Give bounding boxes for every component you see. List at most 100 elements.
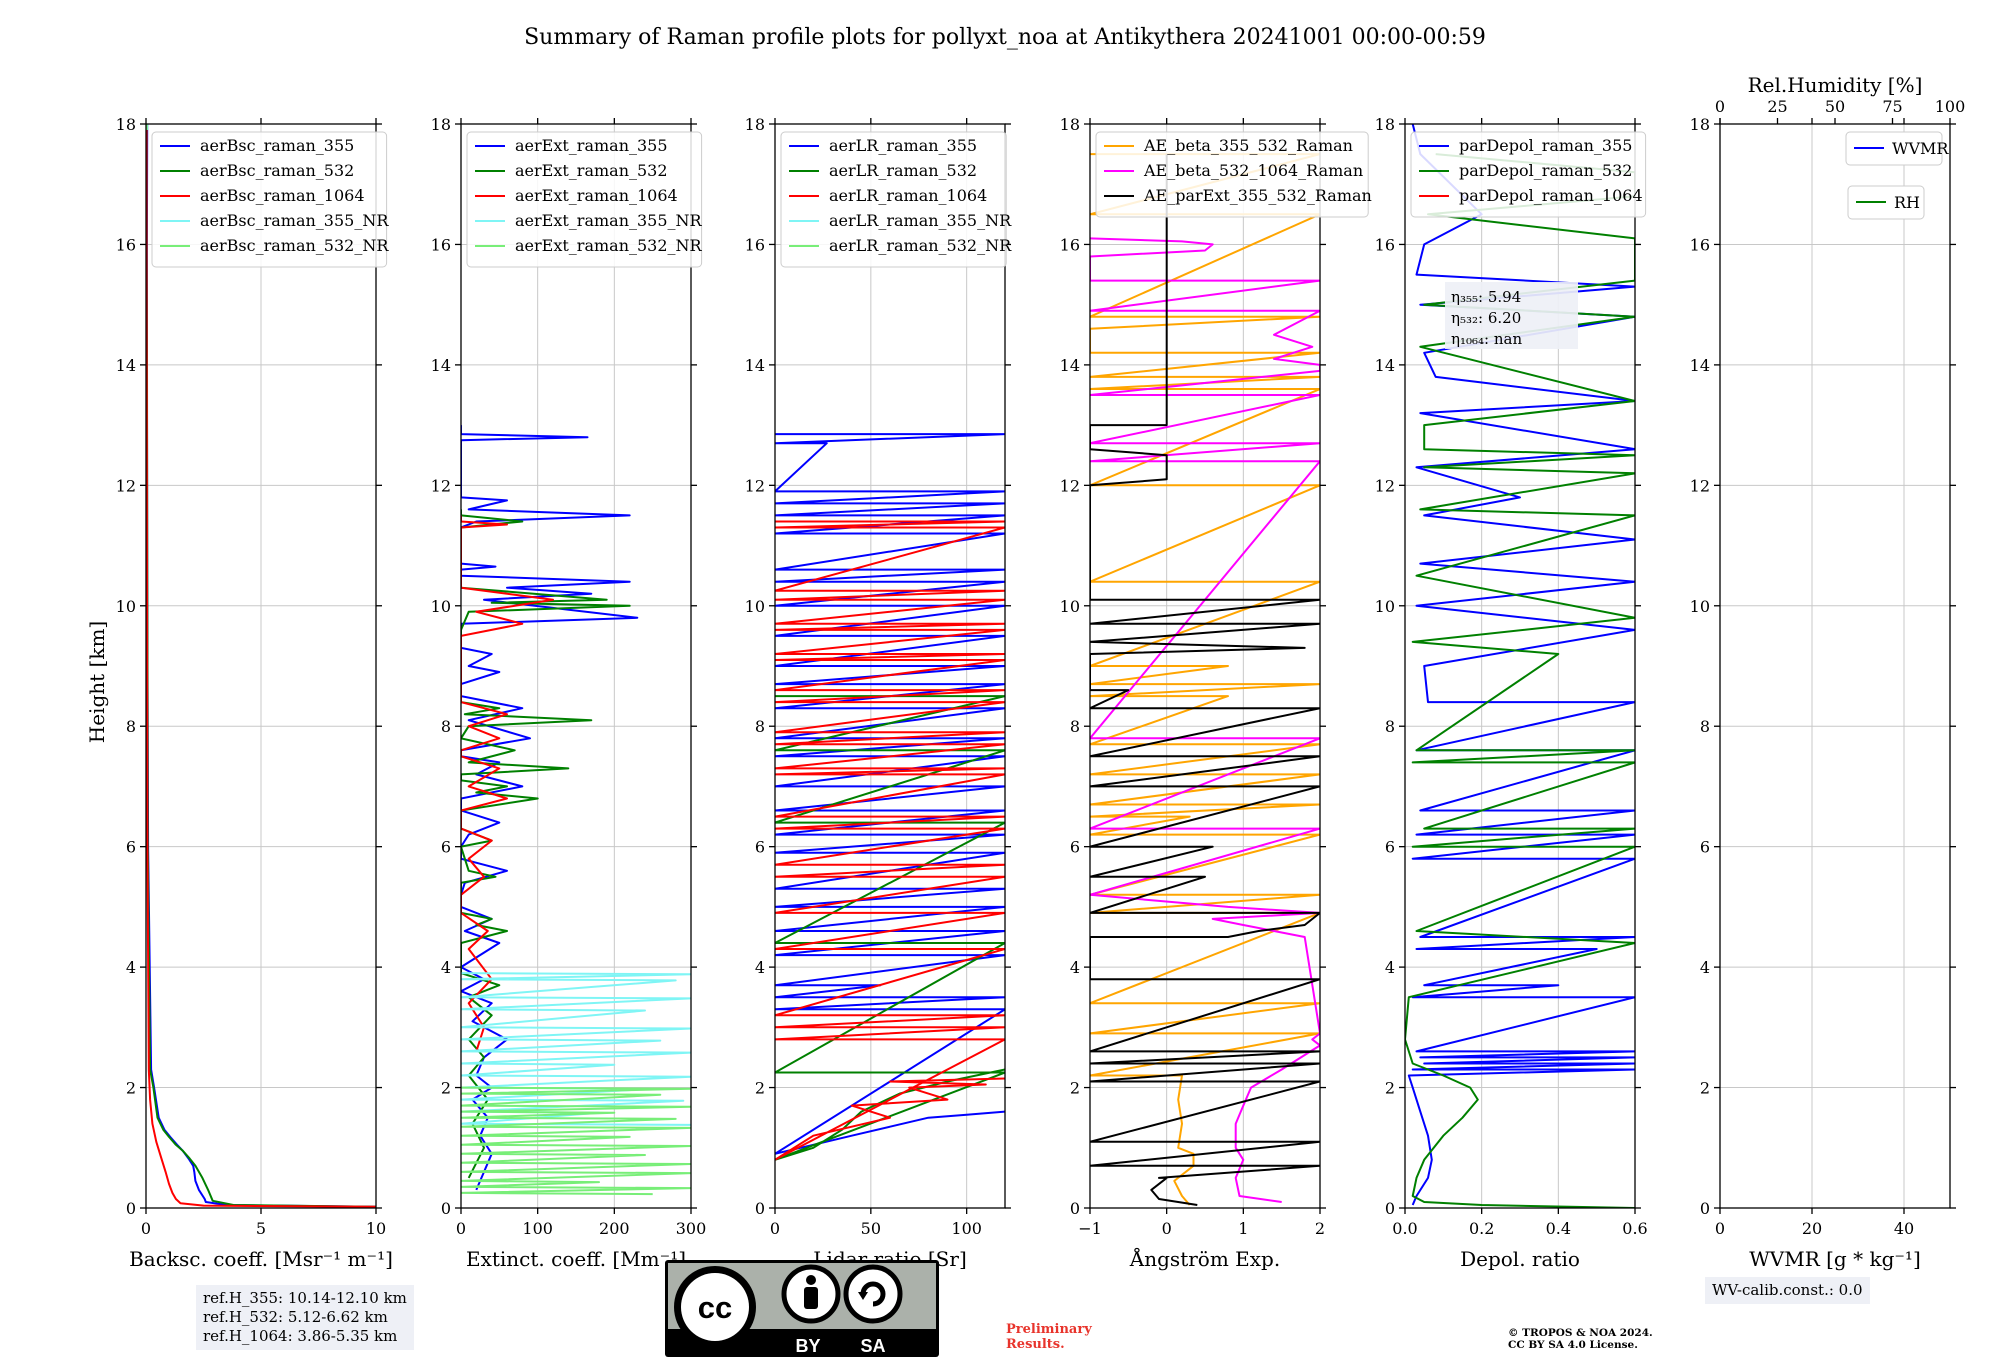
panel-ext: 0 100 200 300 0 2 4 6 8 10 12 14 16 18 Extinct. coeff.… (431, 115, 707, 1271)
annotation-line: η₁₀₆₄: nan (1451, 330, 1522, 348)
legend-entry: parDepol_raman_355 (1459, 136, 1632, 155)
x-axis-title: Ångström Exp. (1129, 1246, 1280, 1271)
legend-frame (151, 131, 388, 268)
x-tick-label: 100 (951, 1219, 982, 1238)
legend-entry: aerBsc_raman_355_NR (200, 211, 389, 230)
x-tick-label: 0.6 (1622, 1219, 1647, 1238)
y-tick-label: 4 (126, 958, 136, 977)
y-tick-label: 12 (745, 476, 765, 495)
sa-arrow-icon (860, 1281, 886, 1307)
legend-entry: aerLR_raman_532_NR (829, 236, 1012, 255)
x-axis-title: Depol. ratio (1460, 1247, 1580, 1271)
y-tick-label: 12 (116, 476, 136, 495)
legend-entry: parDepol_raman_532 (1459, 161, 1632, 180)
legend-frame (1845, 131, 1943, 166)
x-tick-label: −1 (1078, 1219, 1102, 1238)
reference-heights-box: ref.H_355: 10.14-12.10 km ref.H_532: 5.1… (196, 1285, 414, 1350)
x-tick-label: 2 (1315, 1219, 1325, 1238)
x-tick-label: 0.2 (1469, 1219, 1494, 1238)
y-tick-label: 4 (1385, 958, 1395, 977)
legend-entry: aerExt_raman_1064 (515, 186, 678, 205)
top-x-axis-title: Rel.Humidity [%] (1748, 73, 1923, 97)
series-line-AE_beta_355_532_Raman (1090, 153, 1320, 1206)
series-group (775, 433, 1005, 1161)
sa-arrowhead (858, 1292, 868, 1300)
legend-entry: aerExt_raman_532_NR (515, 236, 703, 255)
ref-height-532: ref.H_532: 5.12-6.62 km (203, 1308, 388, 1326)
y-tick-label: 18 (1690, 115, 1710, 134)
annotation-line: η₅₃₂: 6.20 (1451, 309, 1521, 327)
figure-title: Summary of Raman profile plots for polly… (524, 25, 1486, 50)
by-person-head (806, 1275, 816, 1285)
x-tick-label: 0 (770, 1219, 780, 1238)
x-axis-title: Backsc. coeff. [Msr⁻¹ m⁻¹] (129, 1247, 393, 1271)
legend-entry: aerLR_raman_355_NR (829, 211, 1012, 230)
x-tick-label: 50 (861, 1219, 881, 1238)
legend-frame (1095, 131, 1369, 218)
x-tick-label: 20 (1802, 1219, 1822, 1238)
y-tick-label: 2 (126, 1079, 136, 1098)
y-tick-label: 14 (1060, 356, 1080, 375)
y-tick-label: 8 (1070, 717, 1080, 736)
by-person-body (804, 1287, 818, 1309)
y-tick-label: 2 (1700, 1079, 1710, 1098)
plot-frame (1719, 123, 1951, 1209)
legend-entry: RH (1894, 193, 1920, 212)
legend: AE_beta_355_532_Raman AE_beta_532_1064_Ra… (1095, 131, 1372, 218)
series-line-aerLR_raman_532 (775, 695, 1005, 1161)
cc-icon-letters: cc (698, 1290, 732, 1325)
x-tick-label: 0.0 (1392, 1219, 1417, 1238)
legend-entry: aerBsc_raman_1064 (200, 186, 365, 205)
series-line-AE_beta_532_1064_Raman (1090, 237, 1320, 1203)
x-tick-label: 40 (1894, 1219, 1914, 1238)
plot-frame (1404, 123, 1636, 1209)
y-tick-label: 6 (441, 838, 451, 857)
y-tick-label: 12 (431, 476, 451, 495)
annotation-line: η₃₅₅: 5.94 (1451, 288, 1521, 306)
y-tick-label: 6 (1385, 838, 1395, 857)
y-tick-label: 8 (1385, 717, 1395, 736)
y-tick-label: 8 (755, 717, 765, 736)
y-tick-label: 2 (755, 1079, 765, 1098)
legend-entry: aerBsc_raman_532 (200, 161, 354, 180)
sa-label: SA (860, 1336, 885, 1356)
x-tick-label: 0 (1162, 1219, 1172, 1238)
y-tick-label: 10 (116, 597, 136, 616)
series-line-aerExt_raman_532 (461, 509, 631, 1179)
sa-share-icon (843, 1264, 903, 1324)
copyright-note: © TROPOS & NOA 2024. CC BY SA 4.0 Licens… (1508, 1327, 1653, 1351)
y-tick-label: 10 (1060, 597, 1080, 616)
x-tick-label: 300 (676, 1219, 707, 1238)
legend-entry: aerExt_raman_355_NR (515, 211, 703, 230)
legend-entry: aerLR_raman_1064 (829, 186, 987, 205)
legend: aerLR_raman_355 aerLR_raman_532 aerLR_rama… (780, 131, 1012, 268)
ref-height-1064: ref.H_1064: 3.86-5.35 km (203, 1327, 398, 1345)
x-tick-label: 0.4 (1546, 1219, 1571, 1238)
y-tick-label: 2 (441, 1079, 451, 1098)
x-axis-title: WVMR [g * kg⁻¹] (1749, 1247, 1921, 1271)
plot-frame (460, 123, 692, 1209)
y-tick-label: 0 (1385, 1199, 1395, 1218)
y-tick-label: 4 (755, 958, 765, 977)
x-tick-label: 0 (456, 1219, 466, 1238)
top-x-tick-label: 75 (1882, 97, 1902, 116)
y-tick-label: 8 (1700, 717, 1710, 736)
y-tick-label: 6 (1700, 838, 1710, 857)
x-tick-label: 5 (256, 1219, 266, 1238)
y-tick-label: 16 (431, 235, 451, 254)
y-tick-label: 2 (1070, 1079, 1080, 1098)
y-tick-label: 6 (126, 838, 136, 857)
legend-entry: parDepol_raman_1064 (1459, 186, 1643, 205)
wv-calibration-text: WV-calib.const.: 0.0 (1712, 1281, 1863, 1299)
legend-entry: aerLR_raman_355 (829, 136, 977, 155)
y-tick-label: 12 (1690, 476, 1710, 495)
x-tick-label: 1 (1238, 1219, 1248, 1238)
legend-entry: aerExt_raman_532 (515, 161, 668, 180)
legend-entry: AE_beta_355_532_Raman (1143, 136, 1353, 155)
x-tick-label: 10 (366, 1219, 386, 1238)
y-tick-label: 0 (1700, 1199, 1710, 1218)
series-line-aerExt_raman_1064 (461, 515, 554, 1052)
legend-entry: aerBsc_raman_532_NR (200, 236, 389, 255)
